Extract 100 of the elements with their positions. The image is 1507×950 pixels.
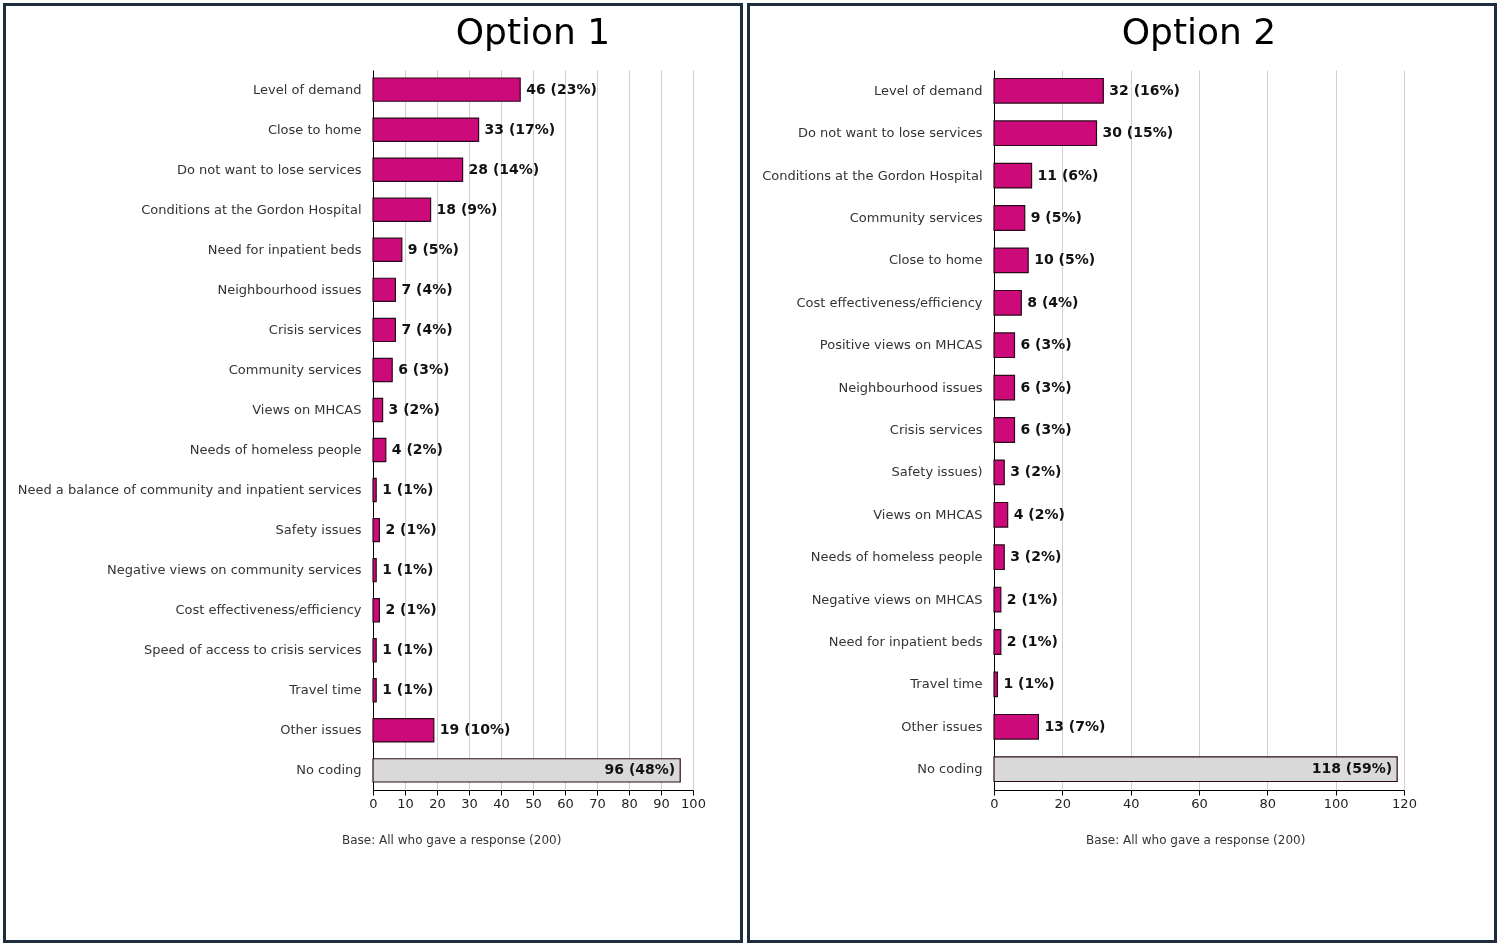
data-label: 3 (2%) xyxy=(388,400,440,417)
y-tick-label: No coding xyxy=(296,762,362,778)
bar xyxy=(993,501,1009,528)
data-label: 1 (1%) xyxy=(382,641,434,658)
data-label: 2 (1%) xyxy=(385,521,437,538)
bar xyxy=(993,629,1002,655)
y-tick-label: Crisis services xyxy=(889,422,983,437)
y-tick-label: Close to home xyxy=(267,121,362,137)
bar xyxy=(372,597,380,623)
data-label: 19 (10%) xyxy=(439,721,511,738)
x-tick-label: 90 xyxy=(653,795,670,811)
data-label: 3 (2%) xyxy=(1010,463,1062,480)
y-tick-label: No coding xyxy=(917,761,983,777)
y-tick-label: Other issues xyxy=(280,722,362,738)
y-tick-label: Cost effectiveness/efficiency xyxy=(175,602,362,618)
x-tick-label: 100 xyxy=(1323,795,1349,811)
x-tick-label: 40 xyxy=(1122,795,1140,811)
x-tick-label: 50 xyxy=(525,795,542,811)
data-label: 28 (14%) xyxy=(468,160,540,177)
x-tick-label: 60 xyxy=(557,795,574,811)
data-label: 6 (3%) xyxy=(1020,421,1072,437)
data-label: 3 (2%) xyxy=(1010,548,1062,565)
bar xyxy=(993,205,1026,231)
x-tick-label: 0 xyxy=(990,795,999,811)
y-tick-label: Negative views on MHCAS xyxy=(811,591,983,607)
data-label: 33 (17%) xyxy=(484,120,556,137)
data-label: 9 (5%) xyxy=(407,240,459,257)
data-label: 4 (2%) xyxy=(391,441,443,458)
y-tick-label: Do not want to lose services xyxy=(797,125,983,141)
bar xyxy=(372,638,377,663)
data-label: 1 (1%) xyxy=(1003,675,1055,692)
data-label: 6 (3%) xyxy=(1020,378,1072,395)
y-tick-label: Close to home xyxy=(888,252,983,268)
data-label: 46 (23%) xyxy=(526,80,597,97)
y-tick-label: Speed of access to crisis services xyxy=(144,642,362,658)
data-label: 32 (16%) xyxy=(1109,81,1181,98)
bar xyxy=(993,671,999,698)
bar xyxy=(372,117,480,142)
x-tick-label: 80 xyxy=(621,795,638,811)
bar xyxy=(372,477,377,503)
bar xyxy=(993,120,1098,147)
data-label: 2 (1%) xyxy=(385,601,437,618)
y-tick-label: Positive views on MHCAS xyxy=(819,337,983,353)
data-label: 4 (2%) xyxy=(1013,505,1065,522)
y-tick-label: Cost effectiveness/efficiency xyxy=(796,294,983,310)
data-label: 7 (4%) xyxy=(401,320,453,337)
y-tick-label: Views on MHCAS xyxy=(252,401,362,417)
y-tick-label: Needs of homeless people xyxy=(810,549,983,565)
data-label: 2 (1%) xyxy=(1006,633,1059,650)
y-tick-label: Need for inpatient beds xyxy=(828,634,983,650)
bar xyxy=(372,517,380,543)
bar xyxy=(993,459,1005,486)
y-tick-label: Community services xyxy=(849,209,983,225)
y-tick-label: Crisis services xyxy=(268,321,362,337)
bar xyxy=(372,357,393,383)
bar xyxy=(993,417,1016,443)
data-label: 6 (3%) xyxy=(398,360,450,377)
bar xyxy=(993,162,1033,189)
data-label: 1 (1%) xyxy=(382,481,434,498)
bar xyxy=(993,586,1002,613)
text: Base: All who gave a response (200) xyxy=(342,833,563,847)
data-label: 9 (5%) xyxy=(1030,208,1082,225)
y-tick-label: Neighbourhood issues xyxy=(838,379,983,395)
data-label: 8 (4%) xyxy=(1027,293,1079,310)
x-tick-label: 70 xyxy=(589,795,606,811)
x-tick-label: 0 xyxy=(369,795,378,811)
y-tick-label: Views on MHCAS xyxy=(873,506,983,522)
data-label: 7 (4%) xyxy=(401,280,453,297)
data-label: 6 (3%) xyxy=(1020,336,1072,353)
data-label: 1 (1%) xyxy=(382,561,434,578)
x-tick-label: 20 xyxy=(429,795,446,811)
x-tick-label: 60 xyxy=(1191,795,1208,811)
bar xyxy=(372,157,464,182)
bar xyxy=(372,197,432,222)
y-tick-label: Safety issues xyxy=(275,522,362,538)
y-tick-label: Conditions at the Gordon Hospital xyxy=(762,167,983,183)
x-tick-label: 80 xyxy=(1259,795,1277,811)
bar xyxy=(993,332,1016,359)
data-label: 30 (15%) xyxy=(1102,124,1174,141)
y-tick-label: Level of demand xyxy=(253,81,362,97)
bar xyxy=(372,437,387,463)
bar xyxy=(372,77,521,102)
bar xyxy=(993,544,1005,571)
y-tick-label: Conditions at the Gordon Hospital xyxy=(141,201,362,217)
y-tick-label: Community services xyxy=(228,361,362,377)
bar xyxy=(372,397,384,423)
x-tick-label: 20 xyxy=(1054,795,1072,811)
y-tick-label: Need for inpatient beds xyxy=(207,241,362,257)
data-label: 118 (59%) xyxy=(1311,760,1393,777)
bar xyxy=(372,237,403,263)
text: Base: All who gave a response (200) xyxy=(1086,833,1307,847)
y-tick-label: Safety issues) xyxy=(891,464,983,480)
data-label: 11 (6%) xyxy=(1037,166,1099,183)
x-tick-label: 30 xyxy=(461,795,478,811)
y-tick-label: Do not want to lose services xyxy=(176,161,362,177)
bar xyxy=(993,713,1040,740)
data-label: 10 (5%) xyxy=(1034,251,1096,268)
x-tick-label: 100 xyxy=(681,795,706,811)
y-tick-label: Travel time xyxy=(909,676,983,692)
data-label: 13 (7%) xyxy=(1044,717,1106,734)
